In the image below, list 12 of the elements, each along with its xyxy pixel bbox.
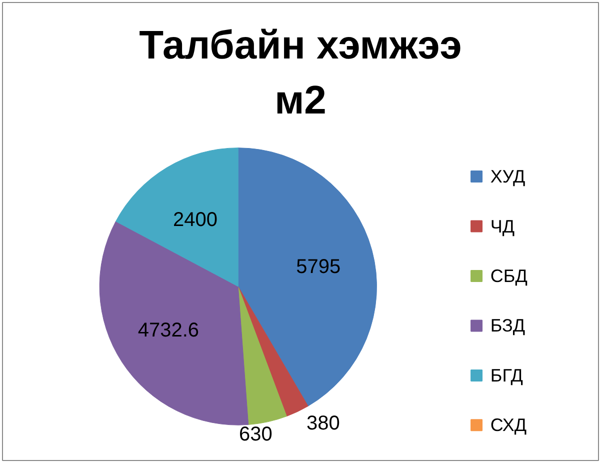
legend-label: СБД [490, 266, 528, 286]
legend-label: БГД [490, 365, 523, 386]
legend-label: ЧД [490, 216, 515, 236]
legend-label: ХУД [490, 166, 526, 187]
data-label: 380 [306, 412, 340, 434]
data-label: 5795 [296, 256, 341, 278]
legend-label: БЗД [490, 316, 526, 336]
chart-title: Талбайн хэмжээ м2 [139, 24, 462, 123]
data-label: 630 [238, 423, 272, 446]
data-label: 4732.6 [138, 319, 200, 342]
data-label: 2400 [173, 209, 218, 232]
legend-label: СХД [490, 415, 527, 436]
